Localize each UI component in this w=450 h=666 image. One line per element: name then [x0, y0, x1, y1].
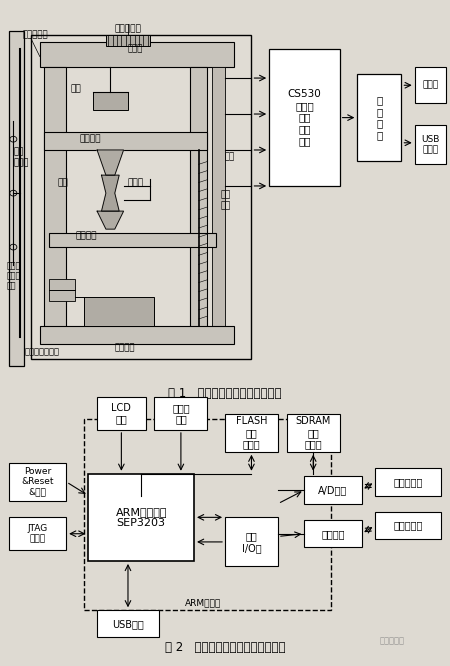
FancyBboxPatch shape — [97, 397, 146, 430]
Text: 力值传感器: 力值传感器 — [393, 477, 423, 487]
Text: 滚珠
丝杠: 滚珠 丝杠 — [220, 190, 231, 210]
Text: USB
输出口: USB 输出口 — [421, 135, 439, 155]
Text: 图 2   电子万能试验机硬件体系结构: 图 2 电子万能试验机硬件体系结构 — [165, 641, 285, 654]
FancyBboxPatch shape — [49, 232, 216, 247]
Text: 交流伺服控制器: 交流伺服控制器 — [24, 347, 59, 356]
Text: 引伸计: 引伸计 — [128, 178, 144, 187]
FancyBboxPatch shape — [9, 31, 24, 366]
FancyBboxPatch shape — [212, 67, 225, 337]
FancyBboxPatch shape — [414, 67, 446, 103]
FancyBboxPatch shape — [49, 280, 75, 301]
FancyBboxPatch shape — [375, 468, 441, 496]
Polygon shape — [97, 211, 124, 229]
FancyBboxPatch shape — [9, 463, 66, 501]
Polygon shape — [97, 150, 124, 175]
Text: 压头: 压头 — [71, 85, 81, 93]
Text: 图 1   电子万能试验机工作原理图: 图 1 电子万能试验机工作原理图 — [168, 388, 282, 400]
Text: 伺服电机: 伺服电机 — [321, 529, 345, 539]
FancyBboxPatch shape — [154, 397, 207, 430]
FancyBboxPatch shape — [190, 67, 207, 337]
FancyBboxPatch shape — [225, 517, 278, 567]
Text: 负荷传感器: 负荷传感器 — [22, 31, 48, 39]
Text: 伺服电机: 伺服电机 — [115, 343, 135, 352]
FancyBboxPatch shape — [44, 67, 66, 337]
Text: 主
控
制
器: 主 控 制 器 — [376, 95, 382, 140]
Text: 试样: 试样 — [58, 178, 68, 187]
Text: 上横梁: 上横梁 — [128, 45, 144, 54]
FancyBboxPatch shape — [9, 517, 66, 550]
Text: 电子引伸计: 电子引伸计 — [393, 521, 423, 531]
FancyBboxPatch shape — [93, 93, 128, 111]
FancyBboxPatch shape — [40, 326, 234, 344]
FancyBboxPatch shape — [31, 35, 252, 358]
FancyBboxPatch shape — [414, 125, 446, 165]
FancyBboxPatch shape — [88, 474, 194, 561]
FancyBboxPatch shape — [304, 520, 362, 547]
Text: Power
&Reset
&晶振: Power &Reset &晶振 — [21, 467, 54, 497]
Text: FLASH
程序
存储器: FLASH 程序 存储器 — [236, 416, 267, 450]
Text: SDRAM
数据
存储器: SDRAM 数据 存储器 — [296, 416, 331, 450]
FancyBboxPatch shape — [357, 75, 401, 161]
Text: 传动皮
带张紧
装置: 传动皮 带张紧 装置 — [7, 261, 21, 291]
Text: 工作平台: 工作平台 — [75, 232, 97, 241]
Text: ARM微处理器
SEP3203: ARM微处理器 SEP3203 — [116, 507, 167, 528]
Text: USB接口: USB接口 — [112, 619, 144, 629]
Text: 光电编码器: 光电编码器 — [115, 24, 141, 33]
FancyBboxPatch shape — [44, 132, 207, 150]
FancyBboxPatch shape — [40, 42, 234, 67]
Text: 活动横梁: 活动横梁 — [80, 135, 101, 144]
Text: 负荷
传感器: 负荷 传感器 — [14, 147, 29, 167]
FancyBboxPatch shape — [269, 49, 340, 186]
Text: ARM核心板: ARM核心板 — [185, 599, 221, 607]
Text: 立柱: 立柱 — [225, 153, 235, 162]
FancyBboxPatch shape — [225, 414, 278, 452]
Text: 电子发烧友: 电子发烧友 — [380, 637, 405, 646]
FancyBboxPatch shape — [304, 476, 362, 503]
Text: 通用
I/O口: 通用 I/O口 — [242, 531, 261, 553]
Text: CS530
采集卡
力值
变形
位移: CS530 采集卡 力值 变形 位移 — [288, 89, 321, 146]
Text: A/D转换: A/D转换 — [319, 485, 348, 495]
Text: 显示器: 显示器 — [422, 81, 438, 90]
FancyBboxPatch shape — [375, 512, 441, 539]
FancyBboxPatch shape — [84, 298, 154, 326]
Polygon shape — [102, 175, 119, 211]
FancyBboxPatch shape — [106, 35, 150, 46]
Text: 触摸屏
输入: 触摸屏 输入 — [172, 403, 190, 424]
Text: JTAG
调试口: JTAG 调试口 — [27, 524, 48, 543]
Text: LCD
显示: LCD 显示 — [112, 403, 131, 424]
FancyBboxPatch shape — [287, 414, 340, 452]
FancyBboxPatch shape — [97, 610, 159, 637]
